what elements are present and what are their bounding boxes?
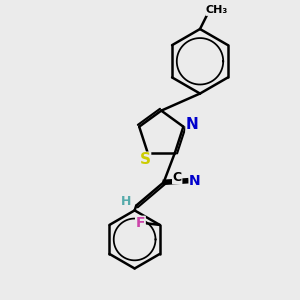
Text: F: F <box>136 216 145 230</box>
Text: N: N <box>186 117 199 132</box>
Text: C: C <box>172 171 182 184</box>
Text: S: S <box>140 152 151 167</box>
Text: H: H <box>121 195 131 208</box>
Text: N: N <box>189 174 201 188</box>
Text: CH₃: CH₃ <box>206 5 228 15</box>
